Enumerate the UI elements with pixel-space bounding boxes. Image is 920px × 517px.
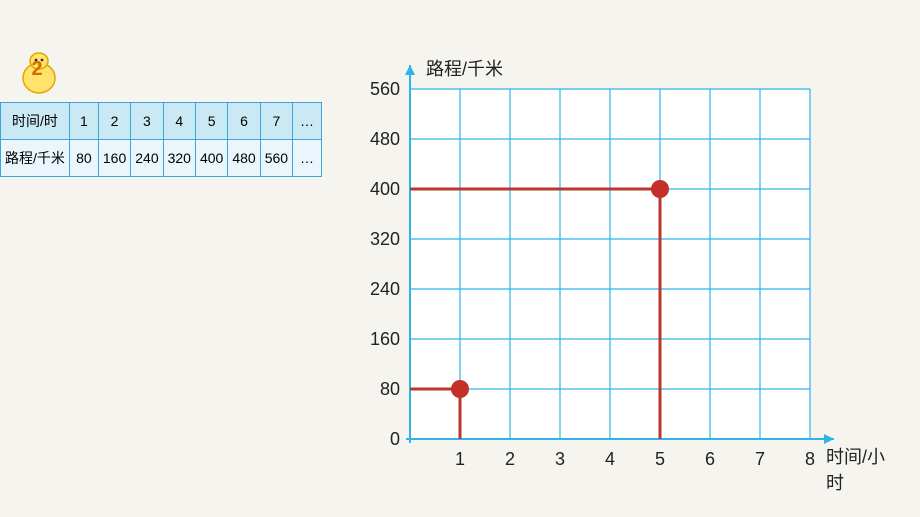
svg-text:4: 4 (605, 449, 615, 469)
svg-text:0: 0 (390, 429, 400, 449)
x-axis-label: 时间/小时 (826, 443, 900, 495)
time-cell: 3 (131, 103, 163, 140)
svg-text:8: 8 (805, 449, 815, 469)
time-cell: 1 (69, 103, 98, 140)
dist-cell: 480 (228, 140, 260, 177)
time-cell: 7 (260, 103, 292, 140)
svg-text:240: 240 (370, 279, 400, 299)
table-row-distance: 路程/千米 80 160 240 320 400 480 560 … (1, 140, 322, 177)
svg-text:480: 480 (370, 129, 400, 149)
time-cell: 5 (195, 103, 227, 140)
row-label-time: 时间/时 (1, 103, 70, 140)
time-cell: 2 (98, 103, 130, 140)
svg-text:6: 6 (705, 449, 715, 469)
svg-text:2: 2 (505, 449, 515, 469)
question-number: 2 (31, 58, 42, 81)
dist-cell: 80 (69, 140, 98, 177)
svg-text:400: 400 (370, 179, 400, 199)
time-cell: 4 (163, 103, 195, 140)
chart-svg: 0 80 160 240 320 400 480 560 1 2 3 4 5 6 7 8 (340, 55, 900, 495)
table-row-time: 时间/时 1 2 3 4 5 6 7 … (1, 103, 322, 140)
svg-text:80: 80 (380, 379, 400, 399)
svg-text:160: 160 (370, 329, 400, 349)
row-label-distance: 路程/千米 (1, 140, 70, 177)
time-cell: 6 (228, 103, 260, 140)
svg-text:3: 3 (555, 449, 565, 469)
svg-text:560: 560 (370, 79, 400, 99)
distance-time-chart: 0 80 160 240 320 400 480 560 1 2 3 4 5 6 7 8 路程/千米 时间/小… (340, 55, 900, 495)
dist-cell: 240 (131, 140, 163, 177)
svg-text:1: 1 (455, 449, 465, 469)
dist-cell: 400 (195, 140, 227, 177)
time-distance-table: 时间/时 1 2 3 4 5 6 7 … 路程/千米 80 160 240 32… (0, 102, 322, 177)
dist-cell: 160 (98, 140, 130, 177)
question-number-badge: 2 (20, 52, 54, 86)
y-axis-label: 路程/千米 (426, 55, 503, 81)
dist-cell: 560 (260, 140, 292, 177)
time-cell: … (293, 103, 322, 140)
svg-text:5: 5 (655, 449, 665, 469)
dist-cell: … (293, 140, 322, 177)
svg-text:7: 7 (755, 449, 765, 469)
svg-text:320: 320 (370, 229, 400, 249)
dist-cell: 320 (163, 140, 195, 177)
